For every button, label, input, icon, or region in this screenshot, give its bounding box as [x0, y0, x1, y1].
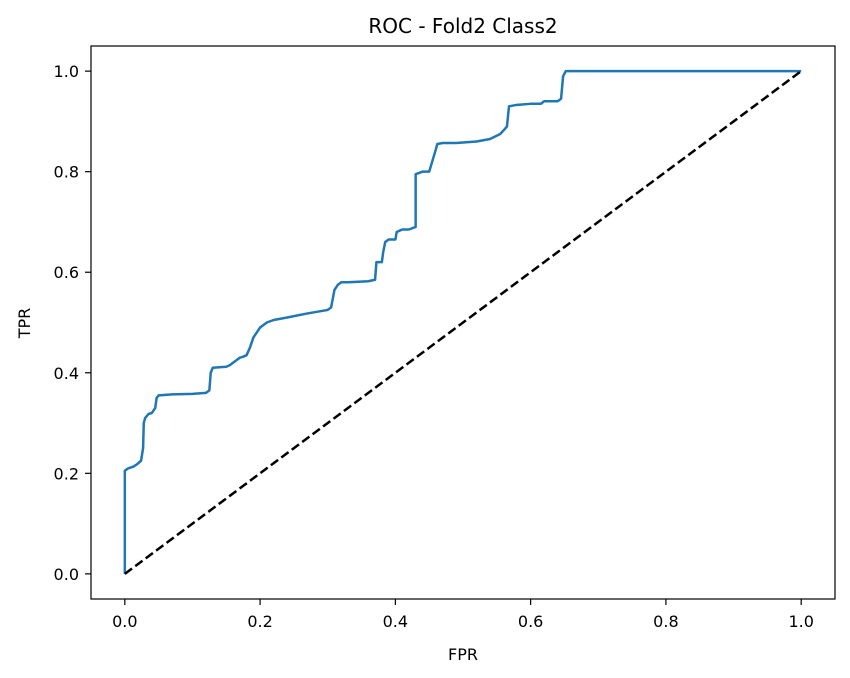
- y-axis-title: TPR: [15, 308, 34, 340]
- y-tick-label: 1.0: [54, 62, 79, 81]
- x-axis: 0.0 0.2 0.4 0.6 0.8 1.0: [112, 599, 814, 631]
- y-axis: 0.0 0.2 0.4 0.6 0.8 1.0: [54, 62, 91, 584]
- plot-area-frame: [90, 45, 836, 600]
- x-tick-label: 0.8: [653, 612, 678, 631]
- y-tick-label: 0.4: [54, 364, 79, 383]
- y-tick-label: 0.0: [54, 565, 79, 584]
- y-tick-label: 0.2: [54, 464, 79, 483]
- x-tick-label: 0.4: [383, 612, 408, 631]
- y-tick-label: 0.6: [54, 263, 79, 282]
- x-tick-label: 0.0: [112, 612, 137, 631]
- roc-curve-line: [123, 69, 802, 574]
- chance-diagonal-line: [124, 70, 802, 575]
- x-axis-title: FPR: [448, 645, 478, 664]
- x-tick-label: 1.0: [788, 612, 813, 631]
- chart-title: ROC - Fold2 Class2: [368, 14, 557, 38]
- y-tick-label: 0.8: [54, 163, 79, 182]
- x-tick-label: 0.6: [518, 612, 543, 631]
- plot-lines: [123, 69, 802, 575]
- x-tick-label: 0.2: [247, 612, 272, 631]
